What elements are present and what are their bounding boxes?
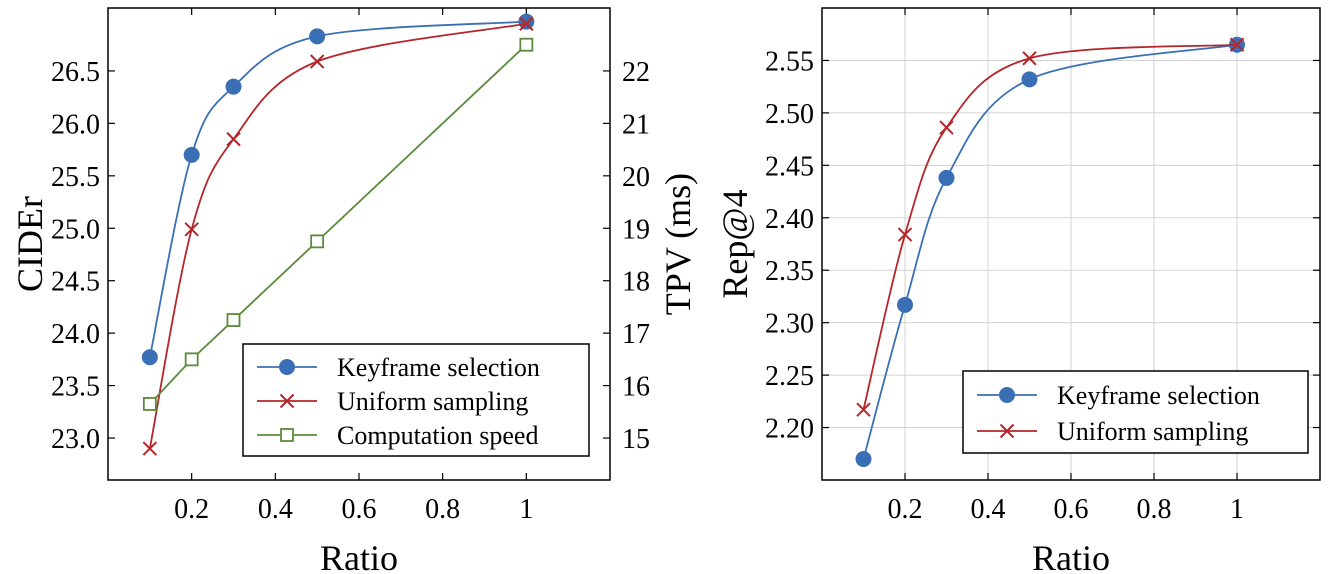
x-tick-label: 0.6 (1054, 494, 1089, 525)
data-point (1021, 71, 1038, 88)
legend-marker (279, 393, 295, 409)
data-point (183, 146, 200, 163)
legend-item: Keyframe selection (977, 381, 1260, 410)
y-tick-label: 25.0 (51, 214, 100, 245)
legend: Keyframe selection Uniform sampling (962, 370, 1309, 454)
data-point (856, 402, 871, 417)
x-tick-label: 1 (519, 494, 533, 525)
legend-marker (280, 428, 294, 442)
y-tick-label: 23.0 (51, 424, 100, 455)
y-axis-label: Rep@4 (715, 189, 755, 298)
data-point (897, 227, 913, 242)
y-tick-label: 2.30 (765, 309, 814, 340)
data-point (225, 78, 242, 95)
rep4-chart: 0.2 0.4 0.6 0.8 1 2.20 2.25 2.30 2.35 2.40 2.45 2.5… (715, 7, 1321, 574)
legend-box (242, 343, 590, 457)
legend-item: Keyframe selection (257, 353, 540, 382)
y2-tick-label: 20 (622, 162, 650, 193)
data-point (310, 234, 325, 249)
y-tick-label: 2.55 (765, 46, 814, 77)
y-tick-label: 23.5 (51, 372, 100, 403)
y2-tick-label: 15 (622, 424, 650, 455)
data-point (897, 296, 913, 313)
legend-item: Uniform sampling (257, 387, 528, 416)
data-point (1022, 51, 1037, 66)
legend-marker (279, 359, 295, 375)
y-axis-label: CIDEr (10, 196, 50, 292)
y2-tick-label: 19 (622, 214, 650, 245)
y-tick-label: 24.0 (51, 319, 100, 350)
x-tick-label: 0.8 (425, 494, 460, 525)
x-tick-label: 0.4 (971, 494, 1006, 525)
y-tick-label: 24.5 (51, 267, 100, 298)
data-point (855, 451, 872, 468)
y-tick-label: 2.50 (765, 99, 814, 130)
data-point (226, 131, 241, 147)
y2-tick-label: 22 (622, 57, 650, 88)
legend-item: Uniform sampling (977, 417, 1248, 446)
y2-tick-label: 16 (622, 372, 650, 403)
cider-tpv-chart: 0.2 0.4 0.6 0.8 1 23.0 23.5 24.0 24.5 25.0 25.5 26.… (10, 7, 698, 574)
data-point (938, 169, 955, 186)
series-keyframe-selection (141, 13, 535, 366)
x-tick-label: 0.8 (1137, 494, 1172, 525)
series-uniform-sampling (142, 16, 534, 456)
series-line (862, 43, 1238, 410)
data-point (519, 16, 534, 31)
y-tick-label: 2.35 (765, 256, 814, 287)
y-tick-label: 2.40 (765, 204, 814, 235)
legend-box (962, 370, 1309, 454)
y-tick-label: 26.0 (51, 109, 100, 140)
x-tick-label: 1 (1230, 494, 1244, 525)
legend-label: Keyframe selection (1057, 381, 1260, 410)
y-tick-label: 25.5 (51, 162, 100, 193)
series-uniform-sampling (856, 37, 1245, 417)
data-point (519, 37, 534, 52)
data-point (142, 441, 158, 456)
y2-tick-label: 18 (622, 267, 650, 298)
legend-item: Computation speed (257, 421, 538, 450)
legend-label: Uniform sampling (337, 387, 528, 416)
data-point (184, 222, 199, 237)
legend-marker (999, 423, 1015, 439)
x-tick-label: 0.6 (342, 494, 377, 525)
y-tick-label: 26.5 (51, 57, 100, 88)
legend: Keyframe selection Uniform sampling Comput… (242, 343, 590, 457)
data-point (226, 313, 241, 327)
data-point (142, 397, 157, 411)
x-axis-label: Ratio (1032, 538, 1110, 574)
data-point (1229, 37, 1245, 52)
series-line (148, 20, 527, 358)
legend-label: Uniform sampling (1057, 417, 1248, 446)
y-tick-label: 2.45 (765, 151, 814, 182)
series-computation-speed (142, 37, 534, 411)
data-point (184, 352, 199, 367)
legend-marker (999, 387, 1015, 403)
data-point (518, 13, 535, 30)
y2-tick-label: 17 (622, 319, 650, 350)
x-tick-label: 0.2 (888, 494, 923, 525)
data-point (309, 28, 326, 45)
plot-frame (821, 7, 1321, 481)
x-tick-label: 0.4 (258, 494, 293, 525)
y2-axis-label: TPV (ms) (658, 173, 698, 315)
y-tick-label: 2.25 (765, 361, 814, 392)
y2-tick-label: 21 (622, 109, 650, 140)
x-axis-label: Ratio (320, 538, 398, 574)
x-tick-label: 0.2 (174, 494, 209, 525)
plot-frame (107, 7, 611, 481)
data-point (141, 349, 158, 366)
data-point (309, 54, 325, 69)
legend-label: Computation speed (337, 421, 538, 450)
data-point (939, 120, 954, 135)
legend-label: Keyframe selection (337, 353, 540, 382)
y-tick-label: 2.20 (765, 414, 814, 445)
